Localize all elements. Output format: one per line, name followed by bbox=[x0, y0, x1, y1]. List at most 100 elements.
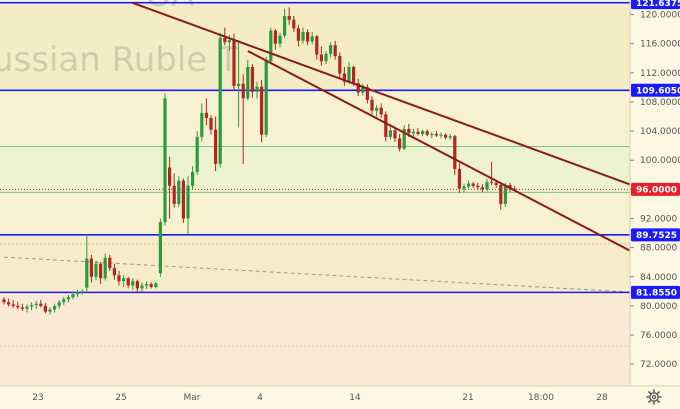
price-band-0 bbox=[0, 2, 630, 91]
candle-body bbox=[338, 56, 342, 74]
candle-body bbox=[296, 28, 300, 41]
candle-body bbox=[471, 183, 475, 186]
candle-body bbox=[163, 98, 167, 223]
candle-body bbox=[411, 131, 415, 134]
price-tag-box bbox=[631, 182, 680, 196]
price-tag-box bbox=[631, 0, 680, 10]
candle-body bbox=[379, 107, 383, 115]
candle-body bbox=[94, 263, 98, 277]
candle-body bbox=[273, 30, 277, 44]
candle-body bbox=[135, 281, 139, 289]
price-tag-box bbox=[631, 285, 680, 299]
candle-body bbox=[186, 185, 190, 219]
candle-body bbox=[430, 134, 434, 136]
chart-settings-gear-icon[interactable] bbox=[646, 389, 662, 405]
y-tick-label: 92.0000 bbox=[640, 214, 677, 224]
candle-body bbox=[513, 188, 517, 190]
candle-body bbox=[214, 129, 218, 164]
candle-body bbox=[457, 168, 461, 189]
candle-body bbox=[53, 305, 57, 310]
y-tick-label: 104.0000 bbox=[640, 127, 680, 137]
candle-body bbox=[227, 40, 231, 43]
candle-body bbox=[494, 182, 498, 185]
candle-body bbox=[158, 222, 162, 274]
candle-body bbox=[20, 307, 24, 309]
candle-body bbox=[246, 67, 250, 99]
trendline-channel-lower bbox=[247, 50, 631, 252]
candle-body bbox=[232, 40, 236, 86]
candle-body bbox=[25, 306, 29, 309]
candle-body bbox=[485, 182, 489, 190]
chart-watermark: ussian Ruble T bbox=[0, 40, 239, 80]
y-tick-label: 100.0000 bbox=[640, 156, 680, 166]
candle-body bbox=[439, 134, 443, 136]
candle-body bbox=[444, 134, 448, 138]
candle-body bbox=[145, 284, 149, 286]
price-tag-label: 109.6050 bbox=[636, 86, 680, 96]
y-tick-label: 116.0000 bbox=[640, 40, 680, 50]
candle-body bbox=[126, 278, 130, 286]
descending-channel[interactable] bbox=[132, 1, 631, 252]
candle-body bbox=[85, 258, 89, 288]
candle-body bbox=[287, 16, 291, 20]
candle-body bbox=[402, 128, 406, 149]
candle-body bbox=[393, 130, 397, 139]
candle-body bbox=[301, 32, 305, 41]
price-tag-box bbox=[631, 228, 680, 242]
candle-body bbox=[11, 304, 15, 306]
price-levels bbox=[0, 1, 630, 294]
candle-body bbox=[39, 303, 43, 306]
y-tick-label: 80.0000 bbox=[640, 302, 677, 312]
candle-body bbox=[117, 275, 121, 282]
price-band-1 bbox=[0, 90, 630, 147]
price-band-3 bbox=[0, 192, 630, 235]
candle-body bbox=[204, 112, 208, 118]
candle-body bbox=[260, 86, 264, 135]
candle-body bbox=[361, 87, 365, 93]
candle-body bbox=[356, 83, 360, 93]
candle-body bbox=[398, 138, 402, 149]
candle-body bbox=[209, 117, 213, 130]
candle-body bbox=[352, 67, 356, 84]
candle-body bbox=[453, 136, 457, 169]
price-zone-bands bbox=[0, 2, 630, 386]
price-tag-box bbox=[631, 83, 680, 97]
candle-body bbox=[223, 37, 227, 43]
y-tick-label: 120.0000 bbox=[640, 11, 680, 21]
candle-body bbox=[108, 257, 112, 269]
candle-body bbox=[177, 180, 181, 204]
candle-body bbox=[34, 303, 38, 306]
x-tick-label: 25 bbox=[115, 393, 126, 403]
candle-body bbox=[140, 285, 144, 289]
candle-body bbox=[66, 297, 70, 300]
x-tick-label: Mar bbox=[184, 393, 201, 403]
y-tick-label: 84.0000 bbox=[640, 273, 677, 283]
y-tick-label: 76.0000 bbox=[640, 331, 677, 341]
candle-body bbox=[218, 37, 222, 164]
price-tag-label: 121.6375 bbox=[636, 0, 680, 9]
price-tag-label: 89.7525 bbox=[636, 231, 677, 241]
time-scale[interactable] bbox=[0, 385, 680, 409]
candle-body bbox=[191, 171, 195, 186]
candle-body bbox=[480, 187, 484, 190]
candle-body bbox=[319, 54, 323, 62]
candle-body bbox=[462, 186, 466, 189]
x-tick-label: 21 bbox=[462, 393, 473, 403]
candle-body bbox=[89, 258, 93, 277]
candle-body bbox=[508, 184, 512, 189]
y-tick-label: 112.0000 bbox=[640, 69, 680, 79]
candle-body bbox=[315, 36, 319, 55]
candle-body bbox=[292, 19, 296, 29]
candle-body bbox=[255, 86, 259, 92]
candle-body bbox=[503, 184, 507, 204]
y-tick-label: 108.0000 bbox=[640, 98, 680, 108]
candle-body bbox=[80, 291, 84, 293]
candle-body bbox=[421, 131, 425, 135]
x-tick-label: 4 bbox=[257, 393, 263, 403]
candle-body bbox=[16, 305, 20, 308]
candle-body bbox=[310, 36, 314, 42]
trendline-channel-upper bbox=[132, 1, 630, 186]
candle-body bbox=[57, 302, 61, 306]
candle-body bbox=[43, 305, 47, 312]
